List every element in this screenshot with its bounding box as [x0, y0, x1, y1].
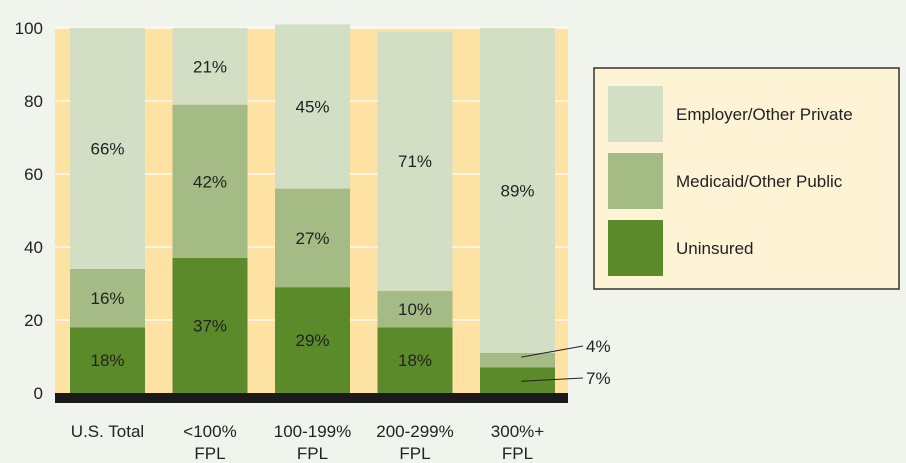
bar-segment-uninsured: [377, 327, 453, 393]
x-tick-label: FPL: [399, 444, 430, 463]
legend: Employer/Other Private Medicaid/Other Pub…: [593, 67, 900, 290]
plot-area: 0 20 40 60 80 100 U.S. Total <100% FPL 100-199% FP…: [15, 19, 611, 463]
x-tick-label: 200-299%: [376, 422, 454, 441]
legend-label: Uninsured: [676, 239, 754, 258]
bar-segment-employer: [172, 28, 248, 105]
legend-label: Employer/Other Private: [676, 105, 853, 124]
x-tick-label: FPL: [502, 444, 533, 463]
x-tick-label: 100-199%: [274, 422, 352, 441]
legend-label: Medicaid/Other Public: [676, 172, 843, 191]
callout-line: [521, 377, 584, 382]
data-label: 10%: [398, 300, 432, 319]
bar-segment-employer: [275, 24, 350, 189]
bar-segment-uninsured: [172, 257, 248, 393]
data-label: 7%: [586, 369, 611, 388]
data-label: 71%: [398, 152, 432, 171]
y-tick-label: 40: [24, 238, 43, 257]
x-tick-label: <100%: [183, 422, 236, 441]
x-tick-label: 300%+: [491, 422, 544, 441]
legend-swatch: [608, 153, 663, 209]
data-label: 29%: [295, 331, 329, 350]
x-tick-label: U.S. Total: [71, 422, 144, 441]
bar-segment-medicaid: [480, 352, 555, 368]
data-label: 66%: [90, 139, 124, 158]
y-tick-label: 80: [24, 92, 43, 111]
baseline: [55, 393, 568, 403]
data-label: 37%: [193, 316, 227, 335]
data-label: 18%: [398, 351, 432, 370]
bar-segment-medicaid: [275, 188, 350, 288]
y-tick-label: 100: [15, 19, 43, 38]
callout-line: [521, 345, 584, 358]
bar-segment-uninsured: [70, 327, 145, 393]
x-tick-label: FPL: [297, 444, 328, 463]
legend-swatch: [608, 220, 663, 276]
bar-segment-medicaid: [172, 104, 248, 258]
bar-segment-uninsured: [275, 287, 350, 393]
y-tick-label: 0: [34, 384, 43, 403]
y-tick-label: 60: [24, 165, 43, 184]
data-label: 42%: [193, 172, 227, 191]
bar-segment-medicaid: [70, 268, 145, 328]
legend-swatch: [608, 86, 663, 142]
bar-segment-medicaid: [377, 290, 453, 328]
data-label: 45%: [295, 97, 329, 116]
data-label: 4%: [586, 337, 611, 356]
data-label: 18%: [90, 351, 124, 370]
data-label: 16%: [90, 289, 124, 308]
bar-segment-employer: [480, 28, 555, 353]
data-label: 21%: [193, 57, 227, 76]
data-label: 27%: [295, 229, 329, 248]
x-tick-label: FPL: [194, 444, 225, 463]
y-tick-label: 20: [24, 311, 43, 330]
bar-segment-employer: [377, 31, 453, 291]
data-label: 89%: [500, 181, 534, 200]
bar-segment-employer: [70, 28, 145, 269]
